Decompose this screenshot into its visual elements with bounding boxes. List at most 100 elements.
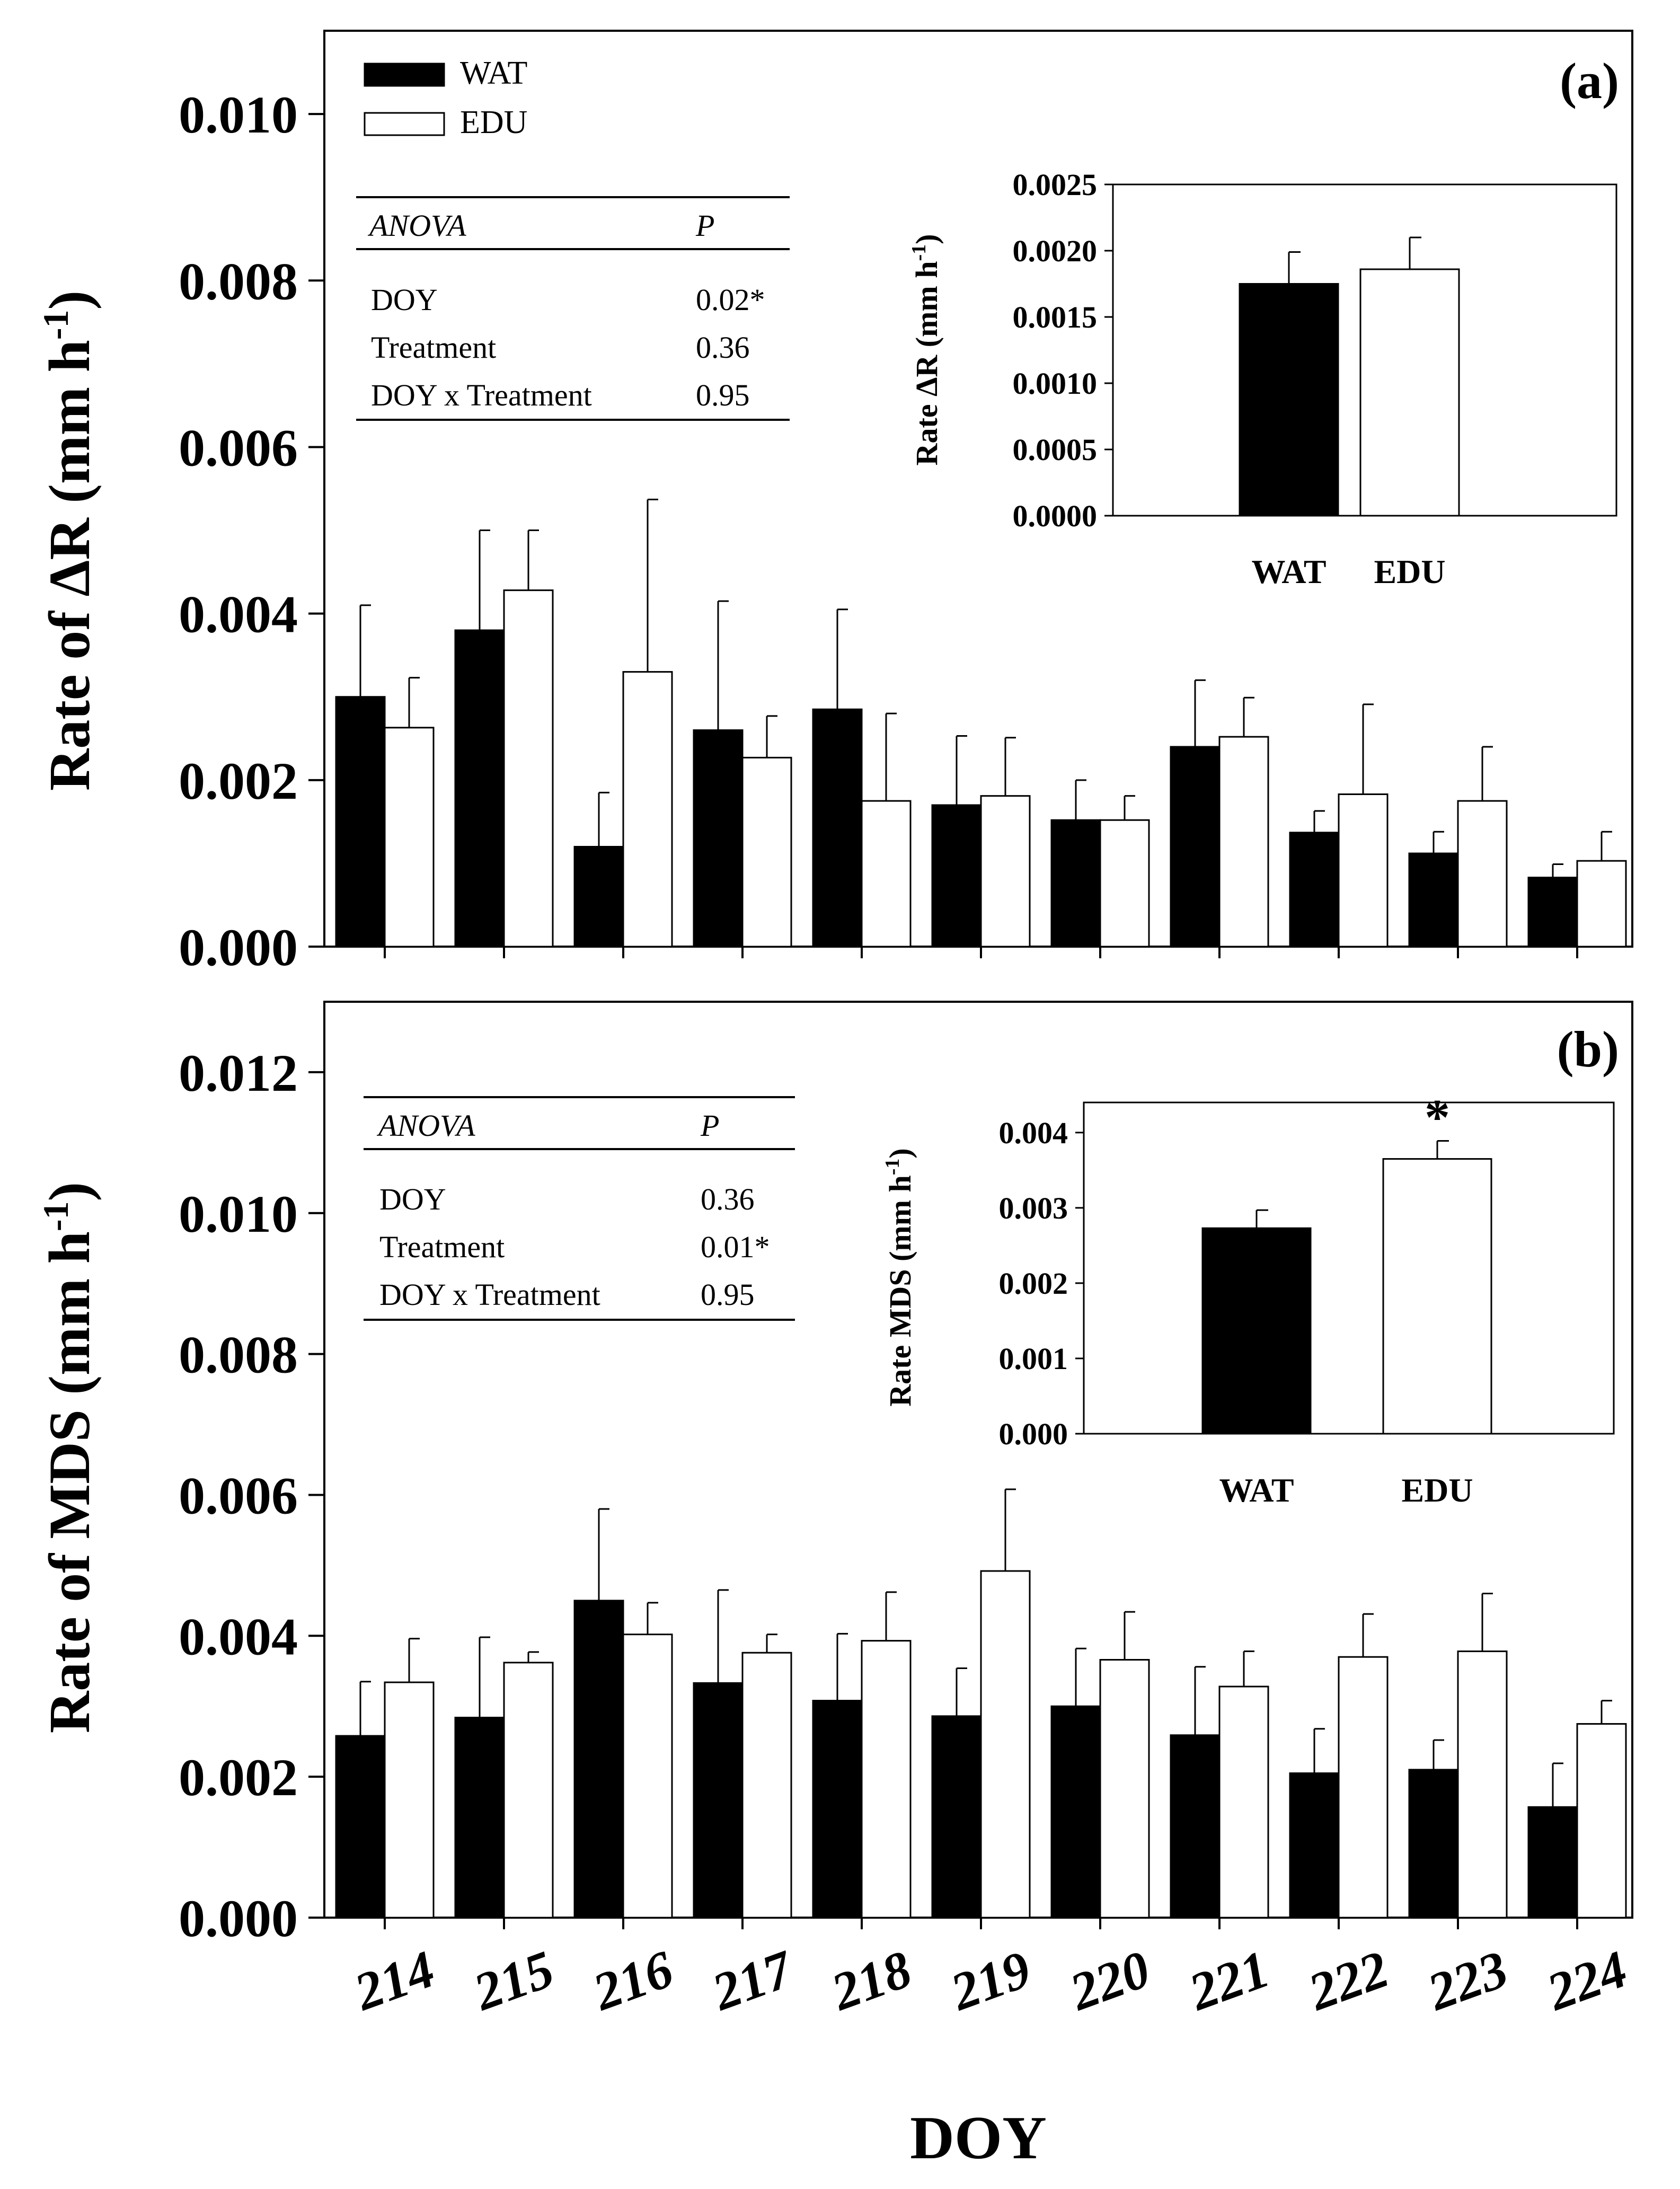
panel-b-bar-edu-216 [622, 1634, 673, 1919]
panel-a-bar-wat-223 [1408, 852, 1459, 948]
panel-a-bar-wat-214 [335, 696, 386, 948]
panel-b-anova-table: ANOVA P DOY 0.36 Treatment 0.01* DOY x T… [364, 1096, 795, 1321]
panel-b-y-tick-label-6: 0.012 [179, 1044, 298, 1102]
panel-b-bar-wat-222 [1289, 1772, 1340, 1919]
panel-a-y-axis-title-sup: -1 [36, 310, 76, 340]
panel-a-y-tick-label-3: 0.006 [179, 418, 298, 477]
panel-b-label: (b) [1557, 1021, 1619, 1078]
panel-b-y-tick-label-3: 0.006 [179, 1466, 298, 1525]
panel-a-bar-edu-222 [1338, 793, 1389, 948]
panel-b-y-axis-title-end: ) [37, 1182, 102, 1202]
inset-a-y-axis-title-sup: -1 [908, 244, 930, 261]
panel-a-bar-wat-224 [1527, 877, 1578, 948]
panel-b-bar-edu-222 [1338, 1656, 1389, 1919]
panel-b-bar-wat-217 [693, 1682, 744, 1919]
panel-b-bar-wat-216 [573, 1600, 624, 1919]
inset-ib-bar-edu [1382, 1158, 1492, 1435]
anova-b-row-2-label: Treatment [379, 1230, 505, 1264]
panel-a-bar-wat-217 [693, 729, 744, 948]
panel-a-label: (a) [1560, 52, 1619, 109]
inset-a-x-axis: WAT EDU [1251, 553, 1445, 590]
inset-ia-y-tick-label-4: 0.0020 [1013, 234, 1098, 268]
panel-a-bar-edu-217 [741, 756, 792, 948]
panel-a-bars [335, 498, 1627, 948]
inset-b-y-axis: 0.000 0.001 0.002 0.003 0.004 [999, 1116, 1084, 1451]
anova-a-row-1-label: DOY [371, 283, 438, 317]
panel-a-y-axis-title-end: ) [37, 290, 102, 310]
panel-a-bar-edu-219 [980, 795, 1031, 948]
inset-ia-y-tick-label-5: 0.0025 [1013, 167, 1098, 202]
inset-b-y-axis-title-sup: -1 [881, 1159, 904, 1176]
inset-a-y-axis: 0.0000 0.0005 0.0010 0.0015 0.0020 0.0025 [1013, 167, 1113, 533]
panel-a: 0.000 0.002 0.004 0.006 0.008 0.010 (a) Rate … [36, 30, 1633, 977]
panel-a-y-tick-label-1: 0.002 [179, 752, 298, 810]
panel-a-y-tick-label-2: 0.004 [179, 585, 298, 644]
inset-b-frame [1083, 1101, 1615, 1435]
inset-ib-significance-marker: * [1425, 1089, 1450, 1145]
panel-a-bar-wat-221 [1170, 746, 1221, 948]
inset-ia-y-tick-label-1: 0.0005 [1013, 432, 1098, 467]
panel-b-bar-edu-224 [1576, 1723, 1627, 1919]
panel-a-bar-edu-221 [1218, 736, 1269, 948]
inset-a-y-axis-title: Rate ΔR (mm h-1) [908, 234, 944, 466]
inset-b-y-axis-title-end: ) [883, 1148, 917, 1158]
inset-ib-x-label-wat: WAT [1219, 1471, 1294, 1509]
anova-b-header-test: ANOVA [376, 1108, 475, 1143]
inset-ia-x-label-edu: EDU [1374, 553, 1445, 590]
anova-a-header-test: ANOVA [367, 208, 466, 243]
anova-a-row-2-p: 0.36 [696, 330, 750, 365]
panel-a-y-tick-label-4: 0.008 [179, 252, 298, 311]
legend-edu-swatch [364, 112, 445, 136]
panel-b-y-tick-label-5: 0.010 [179, 1185, 298, 1243]
panel-b-y-tick-label-2: 0.004 [179, 1607, 298, 1666]
panel-a-bar-wat-219 [931, 804, 982, 948]
inset-a-y-axis-title-end: ) [909, 234, 944, 244]
panel-b-bar-wat-218 [812, 1700, 863, 1919]
panel-b-y-axis-title: Rate of MDS (mm h-1) [36, 1182, 102, 1733]
panel-a-y-axis-title: Rate of ΔR (mm h-1) [36, 290, 102, 791]
panel-b-y-tick-label-1: 0.002 [179, 1748, 298, 1807]
inset-ia-bar-wat [1239, 283, 1339, 517]
panel-b-y-axis-title-sup: -1 [36, 1201, 76, 1231]
legend: WAT EDU [364, 55, 527, 140]
panel-a-bar-edu-214 [384, 727, 435, 948]
panel-a-bar-wat-220 [1050, 819, 1101, 948]
panel-b-bar-edu-218 [861, 1640, 912, 1919]
panel-b-bars [335, 1488, 1627, 1919]
panel-a-anova-table: ANOVA P DOY 0.02* Treatment 0.36 DOY x T… [356, 196, 790, 421]
panel-a-x-ticks [384, 947, 1578, 958]
inset-a-bars [1239, 236, 1460, 517]
panel-b-bar-wat-223 [1408, 1769, 1459, 1919]
inset-ib-y-tick-label-2: 0.002 [999, 1266, 1068, 1301]
panel-b-bar-edu-214 [384, 1681, 435, 1919]
anova-a-header-p: P [695, 208, 714, 243]
anova-b-row-3-label: DOY x Treatment [379, 1277, 600, 1312]
inset-ib-y-tick-label-1: 0.001 [999, 1341, 1068, 1376]
anova-b-row-1-label: DOY [379, 1182, 446, 1216]
panel-a-bar-wat-218 [812, 708, 863, 948]
panel-a-y-axis-title-main: Rate of ΔR (mm h [37, 340, 102, 791]
inset-ia-bar-edu [1359, 268, 1460, 517]
panel-a-bar-edu-218 [861, 800, 912, 948]
panel-a-bar-edu-216 [622, 671, 673, 948]
anova-a-row-3-label: DOY x Treatment [371, 378, 592, 412]
inset-ia-y-tick-label-0: 0.0000 [1013, 499, 1098, 533]
inset-b-y-axis-title: Rate MDS (mm h-1) [881, 1148, 917, 1407]
panel-b-y-axis-title-main: Rate of MDS (mm h [37, 1231, 102, 1733]
inset-a-y-axis-title-main: Rate ΔR (mm h [909, 261, 944, 466]
panel-a-bar-edu-215 [503, 589, 554, 948]
panel-a-y-tick-label-0: 0.000 [179, 918, 298, 977]
panel-b-y-tick-label-0: 0.000 [179, 1889, 298, 1948]
panel-a-y-axis: 0.000 0.002 0.004 0.006 0.008 0.010 [179, 85, 324, 977]
inset-ib-y-tick-label-4: 0.004 [999, 1116, 1068, 1150]
legend-wat-label: WAT [460, 55, 527, 91]
panel-b-bar-edu-223 [1457, 1650, 1508, 1919]
panel-b-bar-edu-217 [741, 1652, 792, 1919]
anova-b-header-p: P [700, 1108, 719, 1143]
panel-a-bar-edu-224 [1576, 860, 1627, 948]
inset-ib-y-tick-label-3: 0.003 [999, 1191, 1068, 1225]
panel-b-bar-edu-215 [503, 1662, 554, 1919]
panel-b-bar-wat-224 [1527, 1806, 1578, 1919]
inset-ib-y-tick-label-0: 0.000 [999, 1417, 1068, 1451]
